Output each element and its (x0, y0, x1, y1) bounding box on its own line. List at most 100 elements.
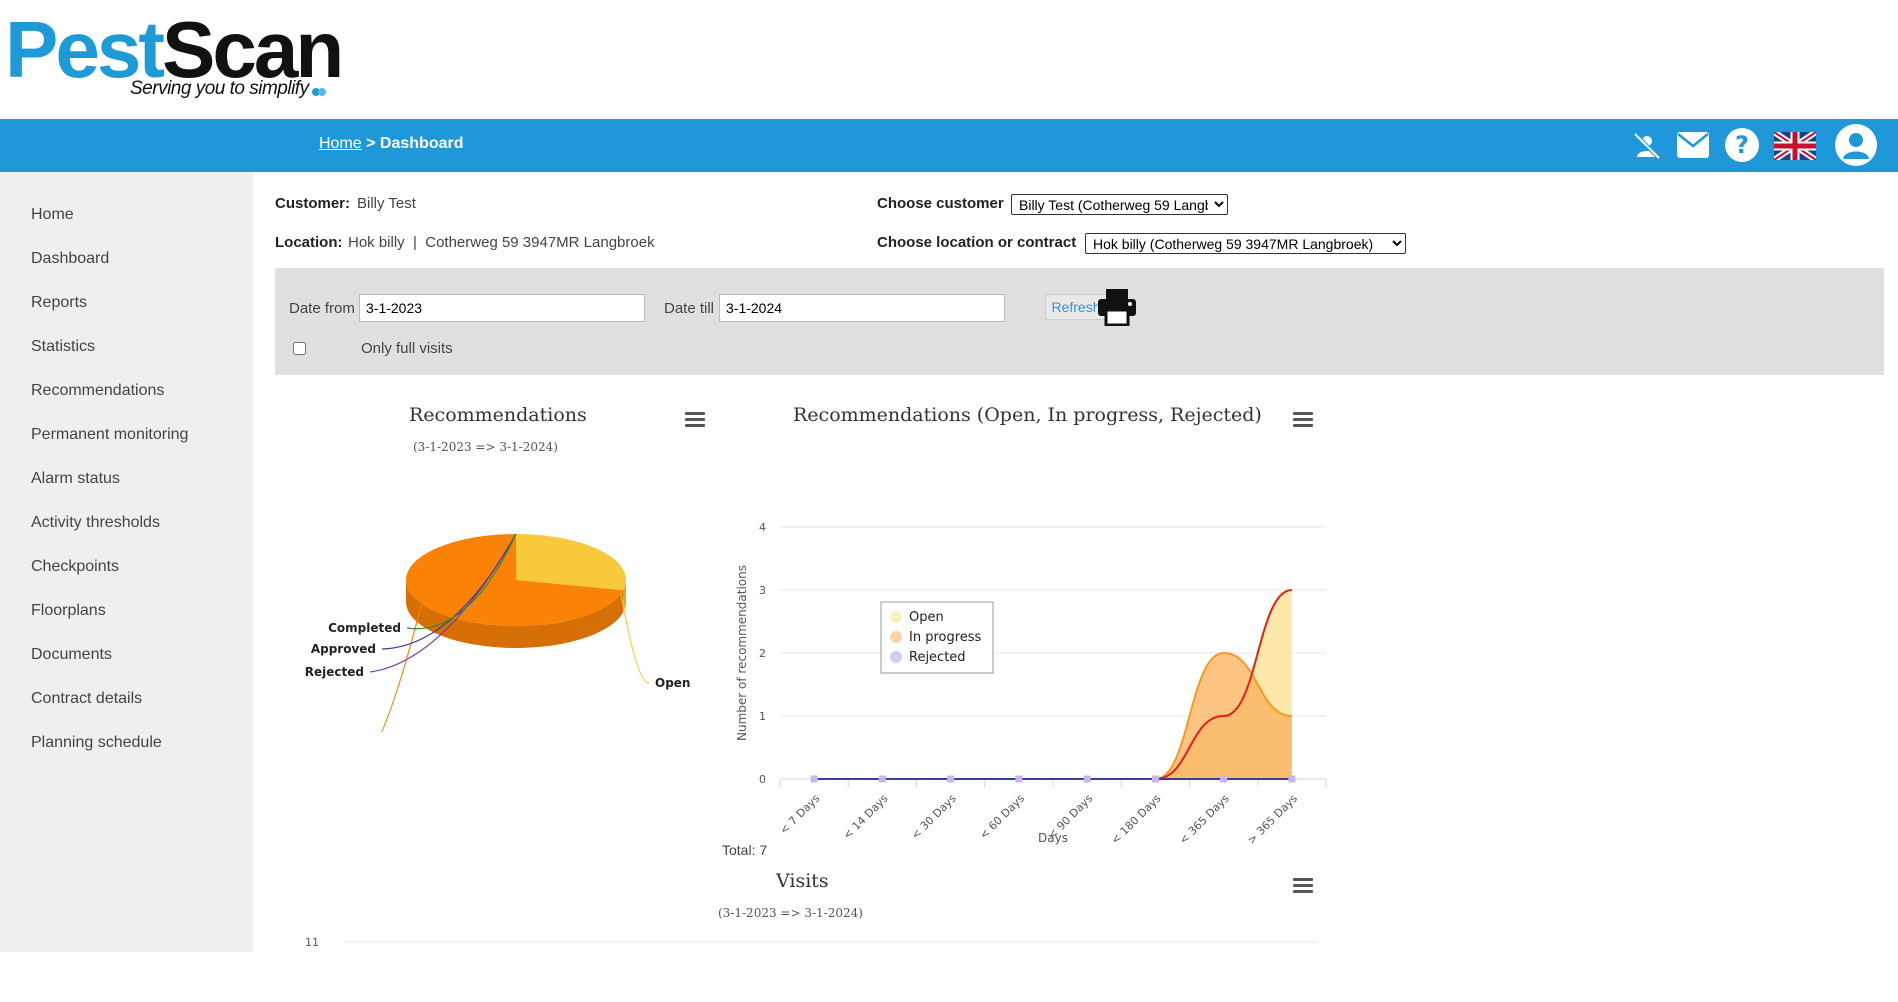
pie-label-rejected: Rejected (305, 665, 364, 679)
area-y-tick: 3 (759, 584, 766, 597)
area-marker-rejected (810, 775, 818, 783)
area-marker-rejected (878, 775, 886, 783)
sidebar-item-home[interactable]: Home (31, 206, 74, 223)
area-marker-rejected (1083, 775, 1091, 783)
sidebar: Home Dashboard Reports Statistics Recomm… (0, 172, 253, 952)
area-x-tick-label: < 365 Days (1177, 792, 1232, 847)
breadcrumb-home-link[interactable]: Home (319, 135, 362, 152)
area-y-tick: 2 (759, 647, 766, 660)
area-y-axis-title: Number of recommendations (735, 565, 749, 741)
visits-chart: 11 (305, 936, 1317, 949)
logo-drop-icon (312, 88, 326, 96)
visits-chart-menu-icon[interactable] (1293, 878, 1313, 894)
user-icon[interactable] (1834, 123, 1878, 167)
choose-customer-label: Choose customer (877, 195, 1004, 212)
area-x-tick-label: < 60 Days (977, 792, 1027, 842)
only-full-visits-checkbox[interactable] (293, 342, 306, 355)
main-content: Customer: Billy Test Location: Hok billy… (253, 172, 1898, 952)
sidebar-item-activity-thresholds[interactable]: Activity thresholds (31, 514, 160, 531)
choose-location-select[interactable]: Hok billy (Cotherweg 59 3947MR Langbroek… (1085, 233, 1406, 254)
area-marker-rejected (1151, 775, 1159, 783)
area-x-tick-label: > 365 Days (1245, 792, 1300, 847)
sidebar-item-statistics[interactable]: Statistics (31, 338, 96, 355)
choose-customer-select[interactable]: Billy Test (Cotherweg 59 Langbroek) (1011, 194, 1228, 215)
area-marker-rejected (1288, 775, 1296, 783)
filter-bar: Date from Date till Refresh Only full vi… (275, 268, 1884, 375)
pie-label-approved: Approved (311, 642, 376, 656)
pie-slice-open (516, 534, 626, 591)
uk-flag-icon[interactable] (1774, 132, 1816, 160)
breadcrumb-separator: > (361, 135, 380, 152)
area-chart-title: Recommendations (Open, In progress, Reje… (793, 404, 1262, 426)
pie-wall-open (623, 580, 626, 613)
date-from-input[interactable] (359, 294, 645, 322)
sidebar-item-documents[interactable]: Documents (31, 646, 112, 663)
area-x-tick-label: < 14 Days (841, 792, 891, 842)
date-till-input[interactable] (719, 294, 1005, 322)
area-legend-swatch (890, 651, 902, 663)
logo-tagline: Serving you to simplify (130, 78, 309, 99)
pie-label-open: Open (655, 676, 690, 690)
sidebar-item-floorplans[interactable]: Floorplans (31, 602, 106, 619)
date-till-label: Date till (664, 300, 715, 317)
location-label: Location: (275, 234, 343, 251)
area-x-axis-title: Days (1038, 831, 1068, 845)
top-navigation-bar: Home > Dashboard ? (0, 119, 1898, 172)
logo-word-scan: Scan (161, 5, 344, 94)
area-y-tick: 0 (759, 773, 766, 786)
pestscan-logo[interactable]: PestScan (5, 10, 344, 90)
area-legend-label: Rejected (909, 650, 966, 665)
customer-value: Billy Test (357, 195, 416, 212)
breadcrumb-current: Dashboard (379, 135, 464, 152)
mail-icon[interactable] (1676, 131, 1710, 159)
area-legend-swatch (890, 611, 902, 623)
pie-connector-in-progress (380, 603, 423, 732)
sidebar-item-dashboard[interactable]: Dashboard (31, 250, 110, 267)
logo-word-pest: Pest (5, 5, 165, 94)
sidebar-item-reports[interactable]: Reports (31, 294, 88, 311)
pie-label-completed: Completed (328, 621, 401, 635)
pie-chart-title: Recommendations (409, 404, 587, 426)
area-chart-menu-icon[interactable] (1293, 412, 1313, 428)
sidebar-item-planning-schedule[interactable]: Planning schedule (31, 734, 162, 751)
help-icon[interactable]: ? (1724, 127, 1760, 163)
only-full-visits-label: Only full visits (361, 340, 453, 357)
area-marker-rejected (1015, 775, 1023, 783)
area-legend-swatch (890, 631, 902, 643)
visits-y-tick: 11 (305, 936, 319, 949)
sidebar-item-checkpoints[interactable]: Checkpoints (31, 558, 120, 575)
pie-connector-completed (406, 533, 517, 630)
print-icon[interactable] (1097, 288, 1137, 326)
sidebar-item-permanent-monitoring[interactable]: Permanent monitoring (31, 426, 189, 443)
pie-wall-in-progress (406, 580, 624, 648)
pie-slice-in-progress (406, 534, 624, 626)
area-y-tick: 4 (759, 521, 766, 534)
area-y-tick: 1 (759, 710, 766, 723)
location-value: Hok billy | Cotherweg 59 3947MR Langbroe… (348, 234, 655, 251)
visits-chart-subtitle: (3-1-2023 => 3-1-2024) (718, 906, 863, 920)
area-marker-rejected (1220, 775, 1228, 783)
svg-text:?: ? (1735, 131, 1749, 159)
mute-icon[interactable] (1630, 129, 1664, 163)
area-fill-in-progress (814, 653, 1292, 779)
sidebar-item-contract-details[interactable]: Contract details (31, 690, 143, 707)
visits-chart-title: Visits (776, 870, 829, 892)
date-from-label: Date from (289, 300, 355, 317)
sidebar-item-alarm-status[interactable]: Alarm status (31, 470, 120, 487)
choose-location-label: Choose location or contract (877, 234, 1077, 251)
area-legend-label: In progress (909, 630, 982, 645)
area-marker-rejected (947, 775, 955, 783)
area-chart: 0 1 2 3 4 < 7 Days < 14 Days < 30 Days < 60 Days… (735, 521, 1327, 847)
customer-label: Customer: (275, 195, 351, 212)
pie-total: Total: 7 (722, 842, 768, 858)
area-legend-label: Open (909, 610, 944, 625)
area-x-tick-label: < 180 Days (1109, 792, 1164, 847)
area-x-tick-label: < 7 Days (777, 792, 822, 837)
pie-chart-menu-icon[interactable] (685, 412, 705, 428)
sidebar-item-recommendations[interactable]: Recommendations (31, 382, 165, 399)
pie-connector-open (620, 593, 650, 684)
breadcrumb: Home > Dashboard (319, 135, 464, 153)
pie-chart-subtitle: (3-1-2023 => 3-1-2024) (413, 440, 558, 454)
area-legend: Open In progress Rejected (880, 601, 994, 674)
